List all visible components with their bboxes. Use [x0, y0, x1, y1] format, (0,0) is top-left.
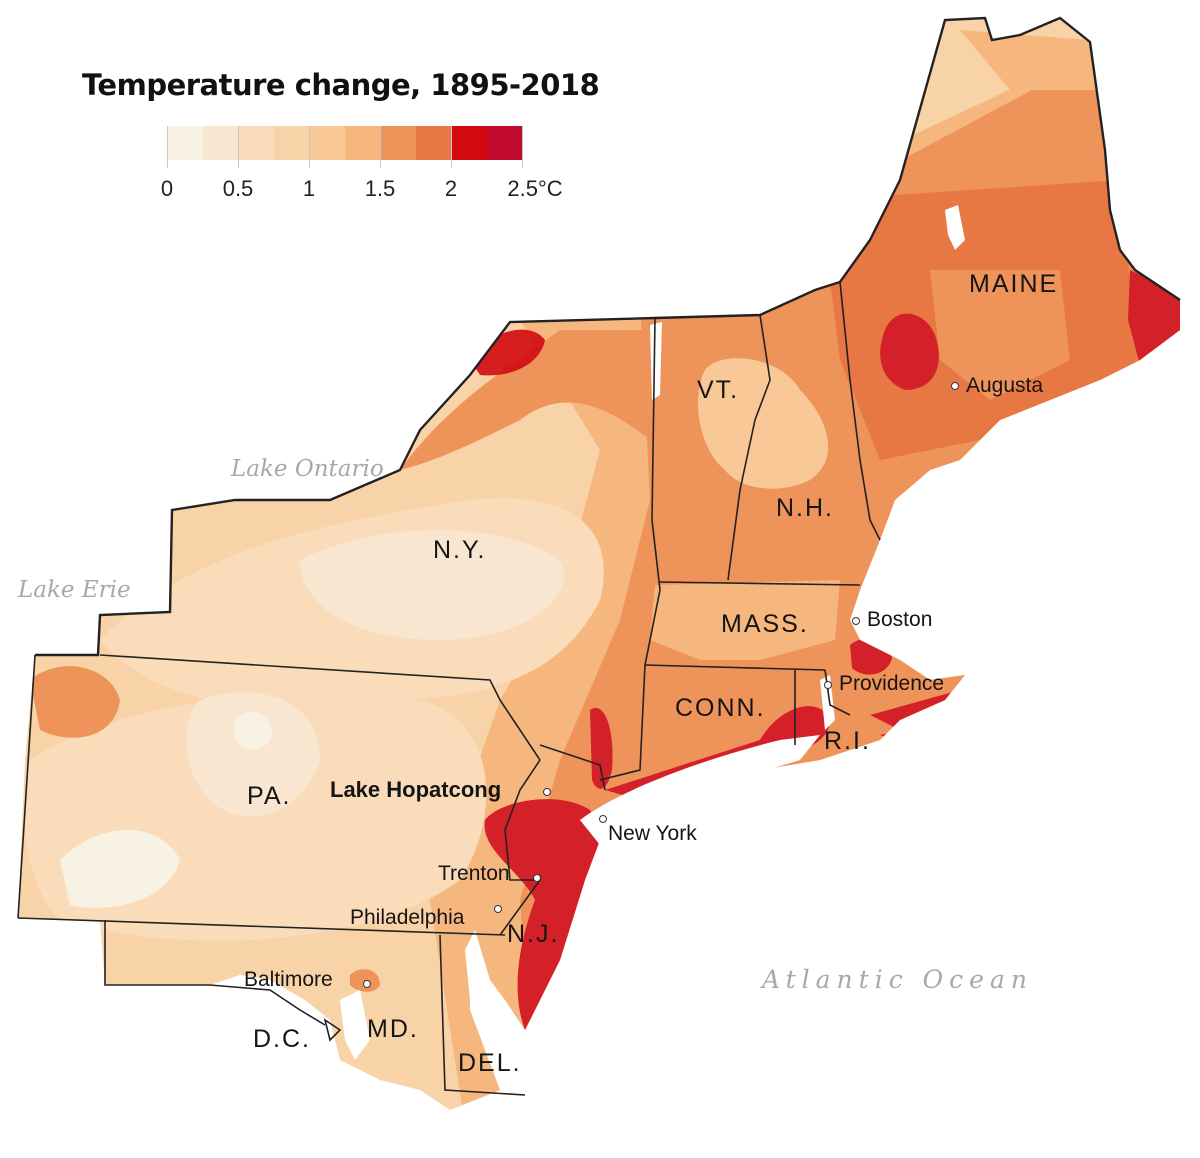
legend-tick	[451, 126, 452, 168]
legend-swatch	[273, 126, 310, 160]
legend-swatch	[451, 126, 488, 160]
legend-label-2-5: 2.5°C	[507, 176, 563, 201]
legend-label-2: 2	[444, 176, 458, 201]
legend-tick	[167, 126, 168, 168]
legend-label-0: 0	[160, 176, 174, 201]
map-title: Temperature change, 1895-2018	[82, 68, 600, 102]
city-marker-philadelphia	[494, 905, 502, 913]
legend-swatch	[309, 126, 345, 160]
legend-swatch	[380, 126, 417, 160]
legend-tick	[238, 126, 239, 168]
city-label-augusta: Augusta	[966, 374, 1044, 397]
legend-color-bar	[167, 126, 523, 160]
state-label-new-jersey: N.J.	[507, 920, 560, 948]
city-label-providence: Providence	[839, 672, 945, 695]
state-label-connecticut: CONN.	[675, 694, 766, 722]
legend-swatch	[487, 126, 523, 160]
city-marker-baltimore	[363, 980, 371, 988]
water-label-lake-erie: Lake Erie	[18, 577, 131, 603]
state-label-massachusetts: MASS.	[721, 610, 809, 638]
legend-swatch	[238, 126, 274, 160]
legend-label-0-5: 0.5	[222, 176, 254, 201]
state-borders	[17, 16, 1181, 1096]
state-label-pennsylvania: PA.	[247, 782, 292, 810]
city-label-boston: Boston	[867, 608, 933, 631]
state-label-new-york: N.Y.	[433, 536, 487, 564]
city-marker-trenton	[533, 874, 541, 882]
state-label-vermont: VT.	[697, 376, 740, 404]
city-marker-providence	[824, 681, 832, 689]
city-label-new-york: New York	[608, 822, 697, 845]
legend-swatch	[202, 126, 239, 160]
legend-tick	[309, 126, 310, 168]
legend-tick	[522, 126, 523, 168]
water-label-atlantic-ocean: Atlantic Ocean	[762, 965, 1033, 994]
state-label-rhode-island: R.I.	[824, 727, 871, 755]
state-label-maine: MAINE	[969, 270, 1059, 298]
legend-swatch	[416, 126, 452, 160]
legend-swatch	[167, 126, 203, 160]
legend-label-1: 1	[302, 176, 316, 201]
color-legend: 0 0.5 1 1.5 2 2.5°C	[161, 126, 563, 204]
state-label-maryland: MD.	[367, 1015, 419, 1043]
water-features	[340, 205, 965, 1060]
city-label-baltimore: Baltimore	[244, 968, 333, 991]
city-marker-boston	[852, 617, 860, 625]
state-label-new-hampshire: N.H.	[776, 494, 834, 522]
water-label-lake-ontario: Lake Ontario	[231, 456, 384, 482]
legend-swatch	[344, 126, 381, 160]
legend-tick	[380, 126, 381, 168]
city-marker-new-york	[599, 815, 607, 823]
city-label-trenton: Trenton	[438, 862, 510, 885]
city-marker-augusta	[951, 382, 959, 390]
city-label-philadelphia: Philadelphia	[350, 906, 465, 929]
state-label-dc: D.C.	[253, 1025, 311, 1053]
state-label-delaware: DEL.	[458, 1049, 522, 1077]
city-label-lake-hopatcong: Lake Hopatcong	[330, 777, 502, 802]
city-marker-lake-hopatcong	[543, 788, 551, 796]
legend-label-1-5: 1.5	[364, 176, 396, 201]
